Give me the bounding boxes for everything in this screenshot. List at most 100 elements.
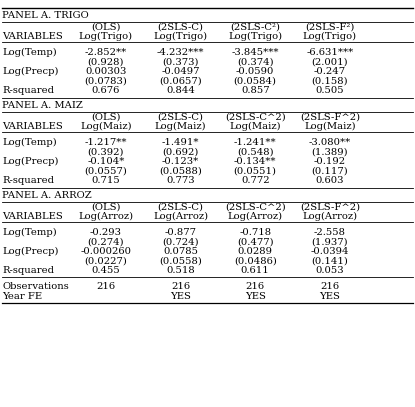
Text: 0.715: 0.715	[91, 176, 120, 185]
Text: 0.505: 0.505	[316, 86, 344, 95]
Text: Log(Trigo): Log(Trigo)	[79, 32, 133, 41]
Text: (0.724): (0.724)	[162, 238, 199, 247]
Text: (0.0486): (0.0486)	[234, 257, 277, 266]
Text: -0.134**: -0.134**	[234, 157, 276, 166]
Text: (OLS): (OLS)	[91, 23, 121, 32]
Text: PANEL A. MAIZ: PANEL A. MAIZ	[2, 101, 83, 110]
Text: -1.241**: -1.241**	[234, 138, 276, 147]
Text: -0.877: -0.877	[164, 228, 197, 237]
Text: Log(Maiz): Log(Maiz)	[304, 122, 356, 131]
Text: (2SLS-C): (2SLS-C)	[158, 113, 203, 122]
Text: 0.00303: 0.00303	[85, 67, 127, 76]
Text: -0.0394: -0.0394	[311, 247, 349, 256]
Text: 0.844: 0.844	[166, 86, 195, 95]
Text: Log(Arroz): Log(Arroz)	[78, 212, 133, 221]
Text: (0.0558): (0.0558)	[159, 257, 202, 266]
Text: Log(Trigo): Log(Trigo)	[303, 32, 357, 41]
Text: 0.0785: 0.0785	[163, 247, 198, 256]
Text: -2.558: -2.558	[314, 228, 346, 237]
Text: 0.518: 0.518	[166, 266, 195, 275]
Text: YES: YES	[320, 292, 340, 301]
Text: 0.611: 0.611	[241, 266, 270, 275]
Text: Log(Temp): Log(Temp)	[2, 48, 57, 57]
Text: Log(Arroz): Log(Arroz)	[153, 212, 208, 221]
Text: -1.491*: -1.491*	[162, 138, 199, 147]
Text: Log(Precp): Log(Precp)	[2, 247, 59, 256]
Text: -3.845***: -3.845***	[232, 48, 279, 57]
Text: YES: YES	[245, 292, 266, 301]
Text: -0.0497: -0.0497	[161, 67, 200, 76]
Text: Log(Temp): Log(Temp)	[2, 228, 57, 237]
Text: Log(Maiz): Log(Maiz)	[155, 122, 206, 131]
Text: (0.117): (0.117)	[312, 167, 348, 176]
Text: Year FE: Year FE	[2, 292, 42, 301]
Text: -0.192: -0.192	[314, 157, 346, 166]
Text: Log(Maiz): Log(Maiz)	[80, 122, 132, 131]
Text: (2SLS-C): (2SLS-C)	[158, 203, 203, 212]
Text: (2SLS-C^2): (2SLS-C^2)	[225, 113, 286, 122]
Text: 216: 216	[246, 282, 265, 291]
Text: (0.477): (0.477)	[237, 238, 273, 247]
Text: Observations: Observations	[2, 282, 69, 291]
Text: PANEL A. ARROZ: PANEL A. ARROZ	[2, 191, 92, 200]
Text: (0.692): (0.692)	[162, 148, 199, 157]
Text: 0.0289: 0.0289	[238, 247, 273, 256]
Text: (0.928): (0.928)	[88, 58, 124, 67]
Text: 0.676: 0.676	[92, 86, 120, 95]
Text: (0.548): (0.548)	[237, 148, 273, 157]
Text: (0.374): (0.374)	[237, 58, 273, 67]
Text: (OLS): (OLS)	[91, 113, 121, 122]
Text: -0.123*: -0.123*	[162, 157, 199, 166]
Text: -4.232***: -4.232***	[157, 48, 204, 57]
Text: -0.104*: -0.104*	[87, 157, 124, 166]
Text: (0.0783): (0.0783)	[84, 77, 127, 86]
Text: -1.217**: -1.217**	[85, 138, 127, 147]
Text: Log(Arroz): Log(Arroz)	[303, 212, 357, 221]
Text: -3.080**: -3.080**	[309, 138, 351, 147]
Text: Log(Maiz): Log(Maiz)	[229, 122, 281, 131]
Text: Log(Precp): Log(Precp)	[2, 157, 59, 166]
Text: (2SLS-F^2): (2SLS-F^2)	[300, 203, 360, 212]
Text: -0.0590: -0.0590	[236, 67, 274, 76]
Text: 0.053: 0.053	[316, 266, 344, 275]
Text: -6.631***: -6.631***	[306, 48, 354, 57]
Text: -0.247: -0.247	[314, 67, 346, 76]
Text: (0.0584): (0.0584)	[234, 77, 277, 86]
Text: 0.455: 0.455	[91, 266, 120, 275]
Text: 216: 216	[171, 282, 190, 291]
Text: (2SLS-C²): (2SLS-C²)	[230, 23, 280, 32]
Text: Log(Precp): Log(Precp)	[2, 67, 59, 76]
Text: 0.857: 0.857	[241, 86, 269, 95]
Text: (1.389): (1.389)	[312, 148, 348, 157]
Text: (2SLS-F^2): (2SLS-F^2)	[300, 113, 360, 122]
Text: Log(Trigo): Log(Trigo)	[228, 32, 282, 41]
Text: VARIABLES: VARIABLES	[2, 122, 63, 131]
Text: R-squared: R-squared	[2, 86, 54, 95]
Text: (0.0227): (0.0227)	[84, 257, 127, 266]
Text: (2SLS-F²): (2SLS-F²)	[305, 23, 354, 32]
Text: -0.293: -0.293	[90, 228, 122, 237]
Text: 216: 216	[320, 282, 339, 291]
Text: (2.001): (2.001)	[312, 58, 348, 67]
Text: (2SLS-C^2): (2SLS-C^2)	[225, 203, 286, 212]
Text: PANEL A. TRIGO: PANEL A. TRIGO	[2, 11, 89, 20]
Text: 216: 216	[96, 282, 115, 291]
Text: 0.773: 0.773	[166, 176, 195, 185]
Text: 0.603: 0.603	[316, 176, 344, 185]
Text: (0.0551): (0.0551)	[234, 167, 277, 176]
Text: YES: YES	[170, 292, 191, 301]
Text: R-squared: R-squared	[2, 266, 54, 275]
Text: -0.000260: -0.000260	[81, 247, 131, 256]
Text: VARIABLES: VARIABLES	[2, 212, 63, 221]
Text: (0.141): (0.141)	[312, 257, 348, 266]
Text: VARIABLES: VARIABLES	[2, 32, 63, 41]
Text: (0.274): (0.274)	[88, 238, 124, 247]
Text: (1.937): (1.937)	[312, 238, 348, 247]
Text: 0.772: 0.772	[241, 176, 269, 185]
Text: (0.0657): (0.0657)	[159, 77, 202, 86]
Text: (0.158): (0.158)	[312, 77, 348, 86]
Text: (0.392): (0.392)	[88, 148, 124, 157]
Text: -0.718: -0.718	[239, 228, 271, 237]
Text: Log(Trigo): Log(Trigo)	[154, 32, 208, 41]
Text: (OLS): (OLS)	[91, 203, 121, 212]
